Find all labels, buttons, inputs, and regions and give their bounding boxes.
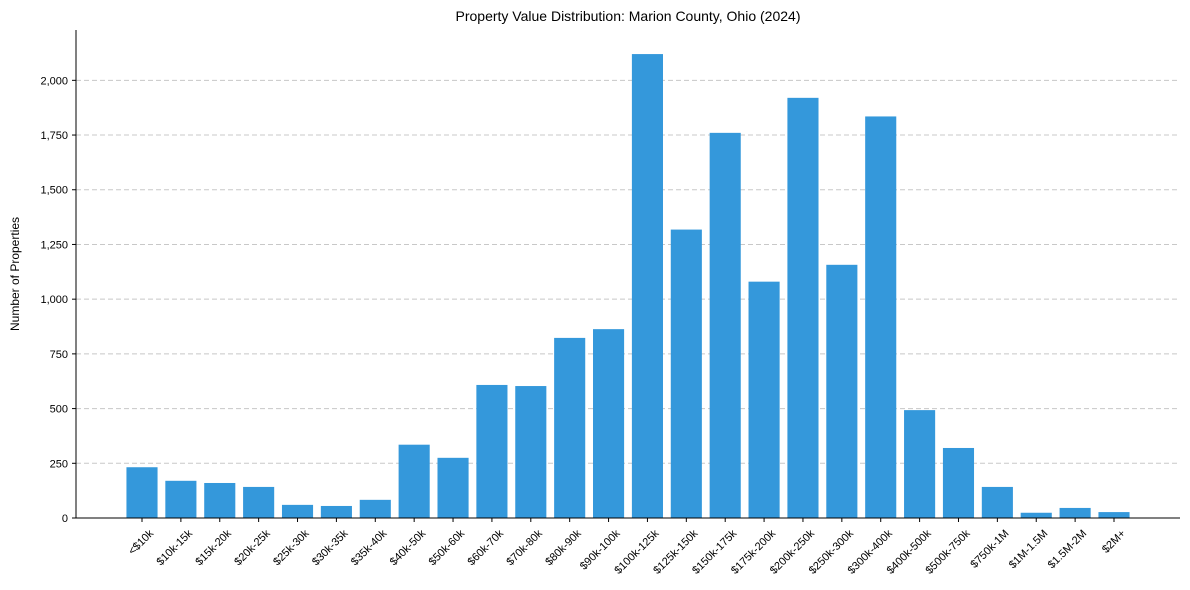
x-tick-label: $1.5M-2M (1046, 528, 1090, 572)
x-tick-label: $20k-25k (232, 527, 273, 568)
y-tick-label: 750 (50, 349, 68, 361)
bar (554, 337, 586, 518)
x-tick-label: $35k-40k (349, 527, 390, 568)
bar (320, 505, 352, 518)
gridlines (76, 79, 1180, 464)
x-tick-label: $80k-90k (543, 527, 584, 568)
x-tick-label: $1M-1.5M (1007, 528, 1051, 572)
x-tick-label: $50k-60k (427, 527, 468, 568)
bar (787, 97, 819, 518)
bar (1059, 507, 1091, 518)
bar (942, 447, 975, 518)
bar (1020, 512, 1052, 518)
bars (126, 54, 1130, 519)
y-tick-label: 2,000 (40, 75, 68, 87)
y-ticks: 0 250 500 750 1,000 1,250 1,500 1,750 2,000 (40, 75, 76, 525)
bar (515, 386, 547, 518)
x-tick-label: $750k-1M (968, 528, 1011, 571)
bar (165, 480, 197, 518)
x-tick-label: $40k-50k (388, 527, 429, 568)
bar (904, 410, 936, 518)
bar (243, 486, 275, 518)
bar (204, 482, 236, 518)
bar (709, 132, 741, 518)
x-ticks: <$10k$10k-15k$15k-20k$20k-25k$25k-30k$30… (126, 518, 1128, 577)
bar (126, 467, 158, 518)
axes (75, 30, 1180, 519)
x-tick-label: $60k-70k (466, 527, 507, 568)
chart-title: Property Value Distribution: Marion Coun… (456, 8, 801, 24)
y-tick-label: 1,500 (40, 185, 68, 197)
bar (437, 457, 469, 518)
y-tick-label: 0 (62, 513, 68, 525)
bar (826, 264, 858, 518)
bar (981, 486, 1013, 518)
bar (398, 444, 430, 518)
x-tick-label: $2M+ (1100, 528, 1128, 556)
bar (670, 229, 702, 519)
y-tick-label: 1,250 (40, 239, 68, 251)
y-tick-label: 500 (50, 404, 68, 416)
bar (1098, 512, 1130, 518)
x-tick-label: $15k-20k (193, 527, 234, 568)
y-tick-label: 250 (50, 458, 68, 470)
y-tick-label: 1,750 (40, 130, 68, 142)
y-tick-label: 1,000 (40, 294, 68, 306)
bar (748, 281, 780, 518)
bar (865, 116, 897, 519)
x-tick-label: $70k-80k (504, 527, 545, 568)
bar (359, 499, 391, 518)
bar (281, 504, 314, 518)
x-tick-label: $25k-30k (271, 527, 312, 568)
x-tick-label: $30k-35k (310, 527, 351, 568)
bar (476, 384, 508, 518)
y-axis-title: Number of Properties (8, 217, 22, 331)
bar (593, 329, 625, 518)
bar (631, 54, 663, 519)
x-tick-label: $10k-15k (155, 527, 196, 568)
x-tick-label: <$10k (126, 527, 156, 557)
